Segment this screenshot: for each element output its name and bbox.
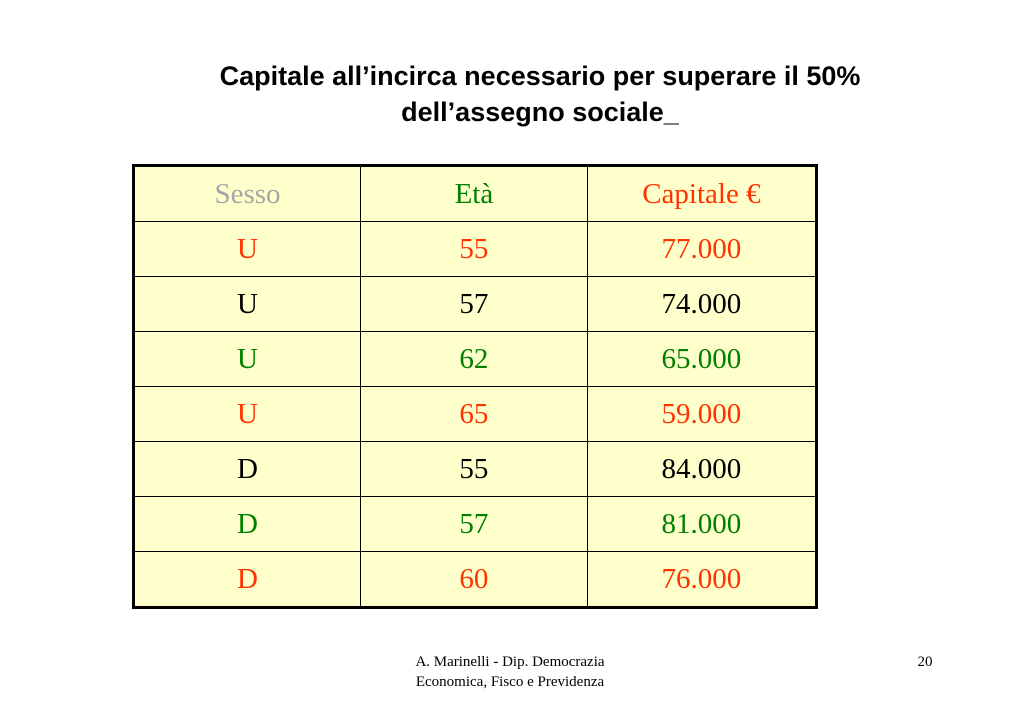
table-row: U 65 59.000	[133, 386, 818, 442]
cell-eta: 65	[359, 386, 588, 442]
cell-capitale: 65.000	[586, 331, 818, 387]
footer-credit: A. Marinelli - Dip. Democrazia Economica…	[370, 652, 650, 692]
cell-sesso: D	[133, 551, 361, 608]
cell-sesso: U	[133, 221, 361, 277]
cell-sesso: D	[133, 496, 361, 552]
cell-eta: 62	[359, 331, 588, 387]
cell-eta: 57	[359, 496, 588, 552]
cell-capitale: 84.000	[586, 441, 818, 497]
cell-sesso: D	[133, 441, 361, 497]
table-row: D 60 76.000	[133, 551, 818, 608]
cell-eta: 55	[359, 221, 588, 277]
cell-eta: 55	[359, 441, 588, 497]
cell-eta: 60	[359, 551, 588, 608]
table-row: U 55 77.000	[133, 221, 818, 277]
capital-table: Sesso Età Capitale € U 55 77.000 U 57 74…	[132, 164, 818, 609]
footer-line-2: Economica, Fisco e Previdenza	[415, 674, 605, 690]
cell-capitale: 81.000	[586, 496, 818, 552]
cell-capitale: 76.000	[586, 551, 818, 608]
table-header-row: Sesso Età Capitale €	[133, 165, 818, 222]
slide-title-line-1: Capitale all’incirca necessario per supe…	[219, 61, 861, 91]
cell-sesso: U	[133, 331, 361, 387]
table-row: U 57 74.000	[133, 276, 818, 332]
table-row: D 57 81.000	[133, 496, 818, 552]
header-sesso: Sesso	[133, 165, 361, 222]
cell-sesso: U	[133, 386, 361, 442]
slide-title: Capitale all’incirca necessario per supe…	[100, 58, 980, 130]
cell-capitale: 59.000	[586, 386, 818, 442]
cell-capitale: 74.000	[586, 276, 818, 332]
table-row: D 55 84.000	[133, 441, 818, 497]
cell-eta: 57	[359, 276, 588, 332]
page-number: 20	[917, 654, 933, 670]
cell-capitale: 77.000	[586, 221, 818, 277]
table-row: U 62 65.000	[133, 331, 818, 387]
slide-title-line-2: dell’assegno sociale_	[401, 97, 679, 127]
header-eta: Età	[359, 165, 588, 222]
header-capitale: Capitale €	[586, 165, 818, 222]
footer-line-1: A. Marinelli - Dip. Democrazia	[415, 654, 605, 670]
cell-sesso: U	[133, 276, 361, 332]
